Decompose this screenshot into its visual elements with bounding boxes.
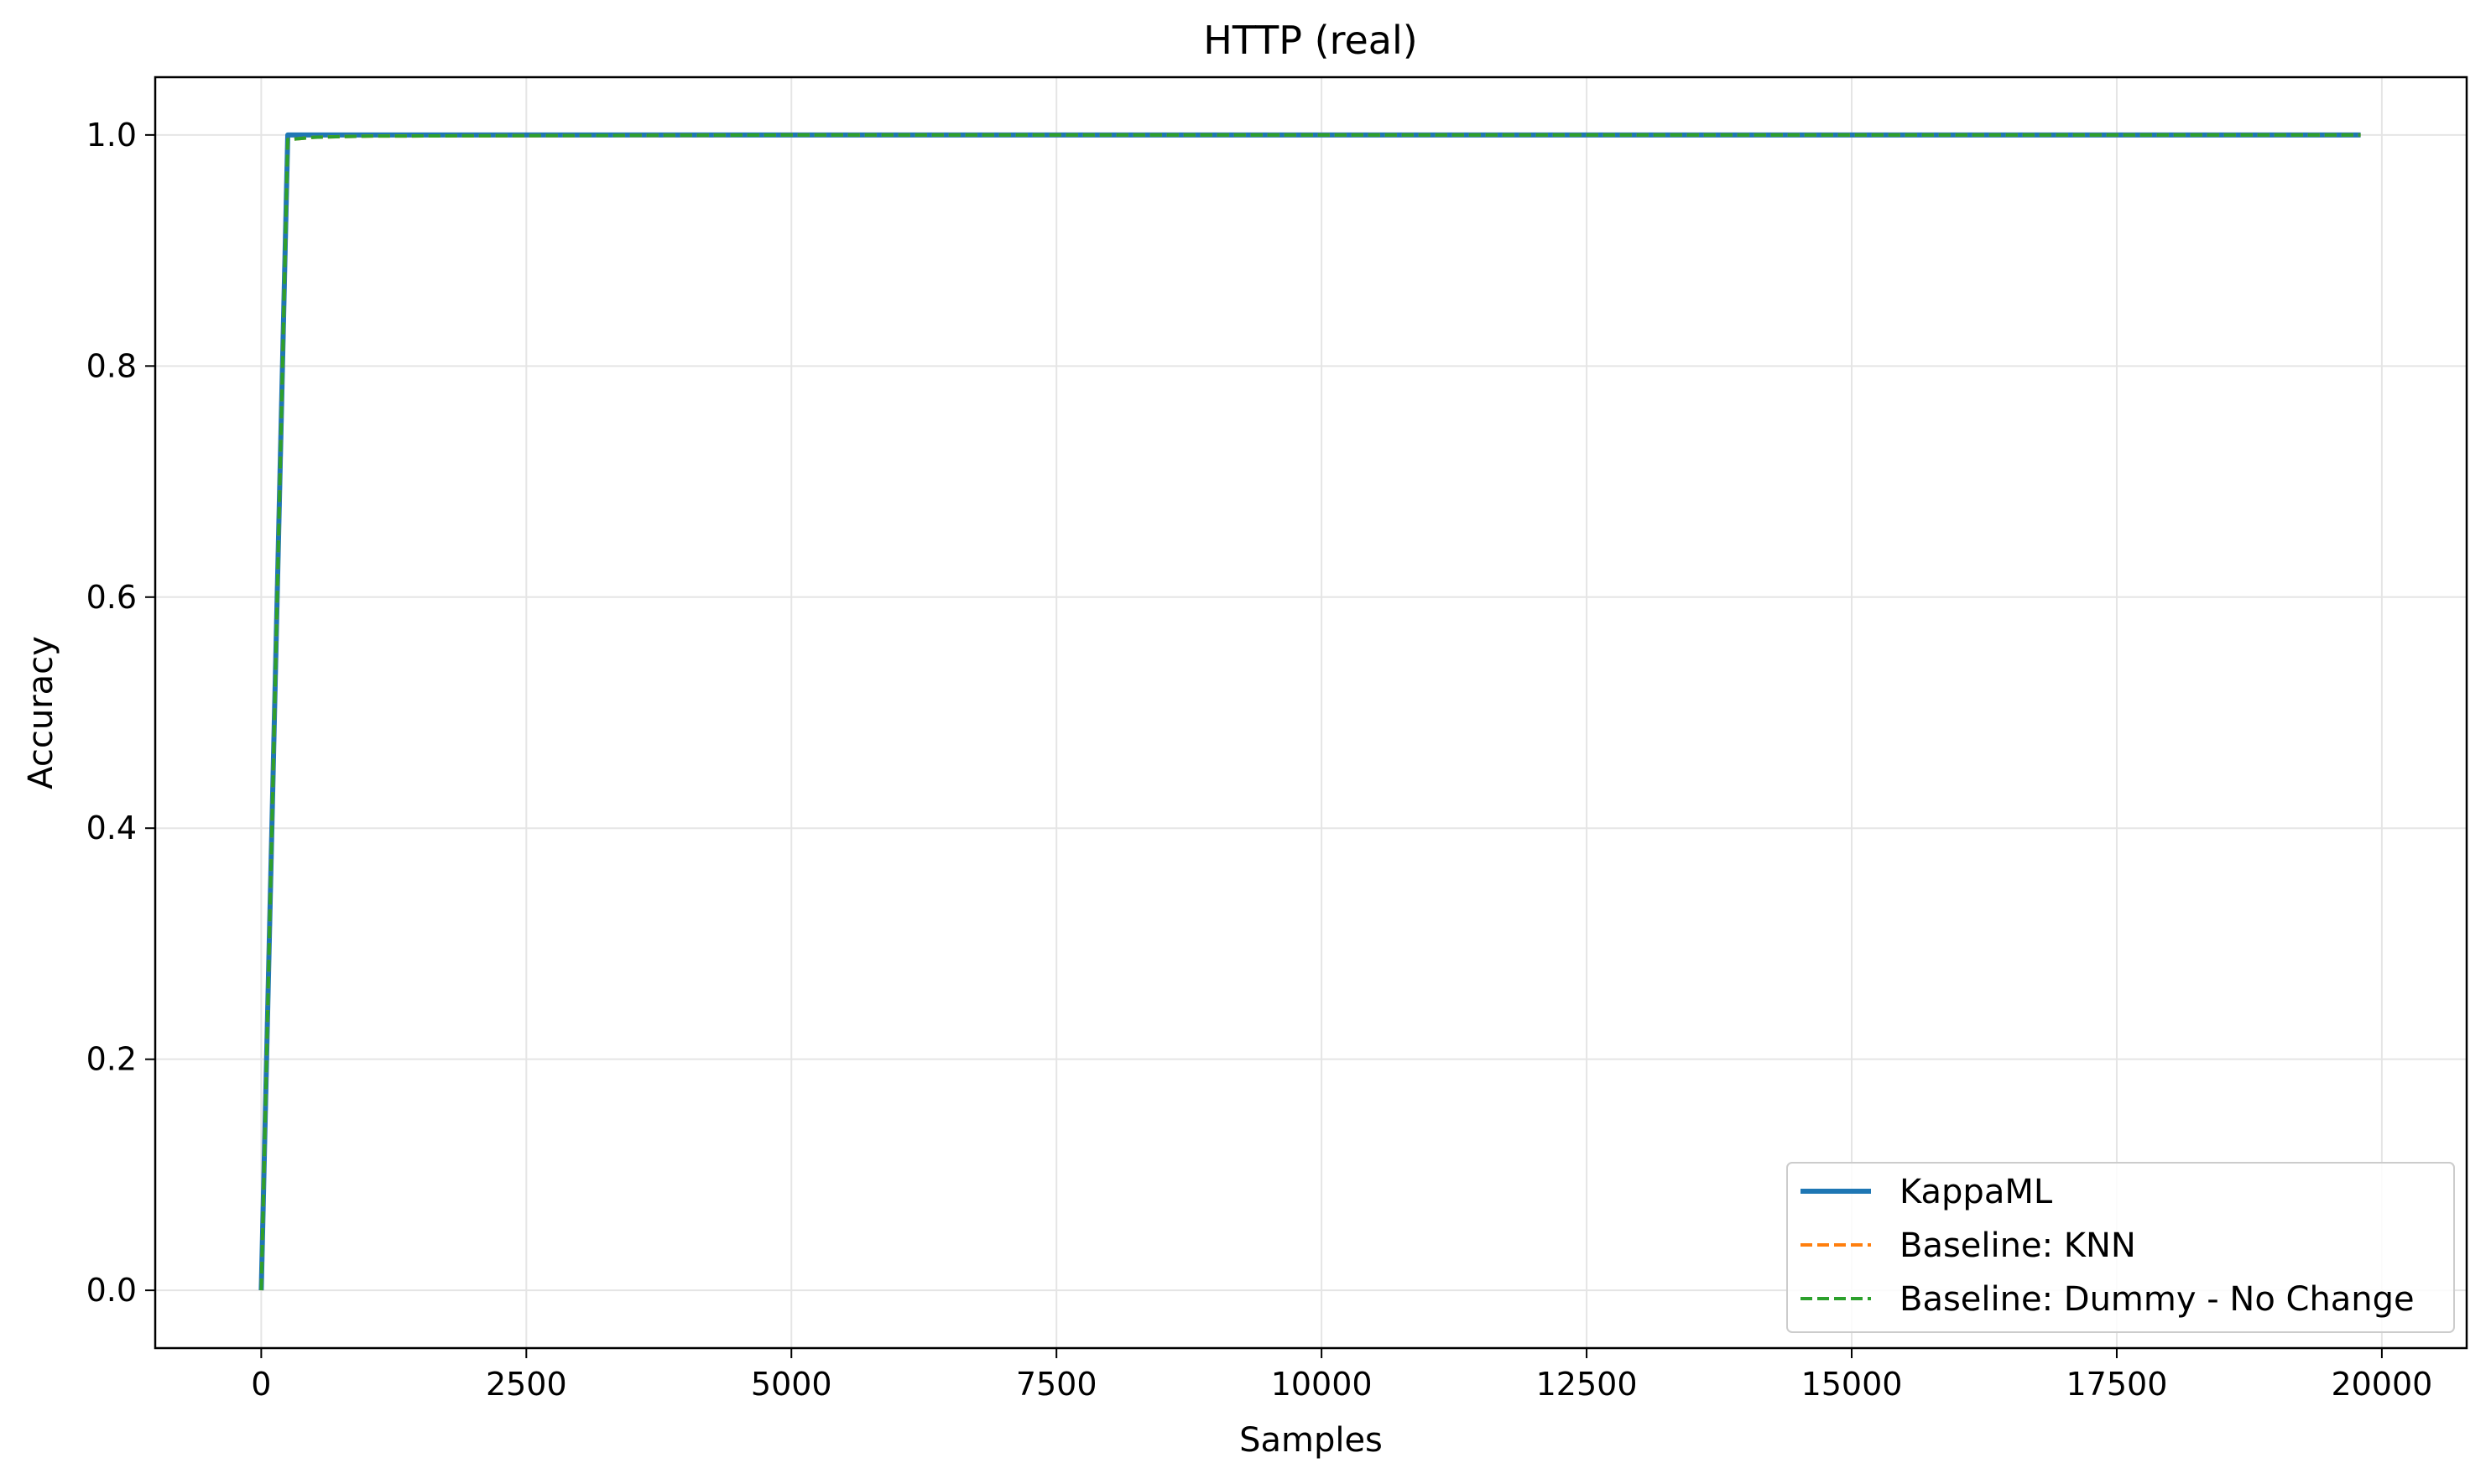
x-tick-label: 15000 [1801, 1366, 1903, 1403]
y-tick-label: 0.0 [86, 1272, 137, 1309]
legend-entry-label: Baseline: KNN [1900, 1226, 2136, 1265]
legend: KappaML Baseline: KNN Baseline: Dummy - No… [1786, 1162, 2455, 1333]
legend-entry-label: KappaML [1900, 1173, 2053, 1211]
y-tick-label: 1.0 [86, 117, 137, 154]
y-tick-label: 0.6 [86, 579, 137, 616]
y-tick-label: 0.8 [86, 347, 137, 384]
x-tick-label: 5000 [751, 1366, 832, 1403]
x-tick-label: 2500 [486, 1366, 567, 1403]
series-lines [258, 132, 2361, 1291]
y-axis-label: Accuracy [22, 636, 60, 789]
series-line-2 [259, 133, 2361, 1291]
x-tick-label: 17500 [2066, 1366, 2168, 1403]
chart-title: HTTP (real) [1203, 18, 1417, 63]
y-tick-label: 0.4 [86, 810, 137, 846]
plot-frame [154, 76, 2468, 1350]
x-tick-label: 10000 [1271, 1366, 1373, 1403]
x-tick-label: 0 [251, 1366, 271, 1403]
x-axis-label: Samples [1239, 1421, 1383, 1460]
legend-box [1786, 1162, 2455, 1333]
x-tick-label: 12500 [1536, 1366, 1638, 1403]
y-tick-label: 0.2 [86, 1041, 137, 1078]
axis-ticks: 0 2500 5000 7500 10000 12500 15000 17500 20000 0.… [86, 117, 2433, 1403]
x-tick-label: 7500 [1016, 1366, 1097, 1403]
x-tick-label: 20000 [2331, 1366, 2432, 1403]
legend-entry-label: Baseline: Dummy - No Change [1900, 1280, 2415, 1319]
